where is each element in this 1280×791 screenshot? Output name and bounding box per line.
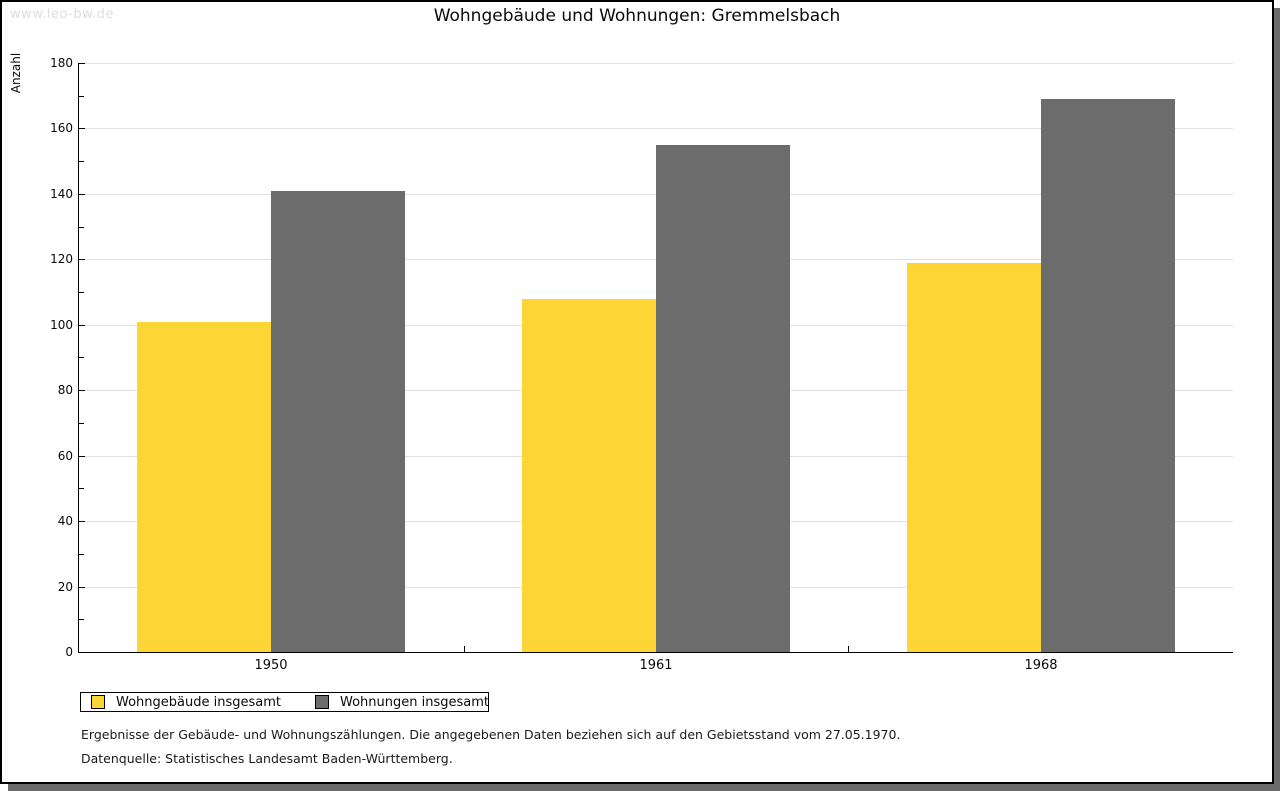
y-major-tick-140 [79,194,85,195]
legend-swatch-wohnungen [315,695,329,709]
y-major-tick-60 [79,456,85,457]
x-axis-label-1950: 1950 [254,658,288,673]
y-major-tick-160 [79,128,85,129]
gridline-180 [79,63,1233,64]
y-axis-label-160: 160 [50,121,73,135]
y-axis-title: Anzahl [9,52,23,94]
legend-label-wohnungen: Wohnungen insgesamt [340,694,489,710]
y-major-tick-100 [79,325,85,326]
panel-shadow-right [1274,8,1280,791]
y-minor-tick-90 [79,357,84,358]
bar-wohnungen-1968 [1041,99,1175,652]
y-axis-label-80: 80 [57,383,73,397]
y-major-tick-80 [79,390,85,391]
y-minor-tick-30 [79,554,84,555]
y-minor-tick-110 [79,292,84,293]
y-axis-label-20: 20 [57,580,73,594]
y-major-tick-20 [79,587,85,588]
legend-label-wohngebaeude: Wohngebäude insgesamt [116,694,281,710]
bar-wohngebaeude-1968 [907,263,1041,652]
gridline-160 [79,128,1233,129]
y-minor-tick-150 [79,161,84,162]
panel-shadow-bottom [8,784,1280,791]
y-axis-label-120: 120 [50,252,73,266]
x-axis-label-1968: 1968 [1024,658,1058,673]
footnote-gebietsstand: Ergebnisse der Gebäude- und Wohnungszähl… [81,727,901,742]
watermark: www.leo-bw.de [10,7,114,22]
bar-wohngebaeude-1950 [137,322,271,652]
y-axis-label-0: 0 [65,645,73,659]
bar-wohngebaeude-1961 [522,299,656,652]
y-minor-tick-70 [79,423,84,424]
plot-area: 0 20 40 60 80 100 120 140 160 180 1950 1961 1968 [50,56,1233,673]
y-major-tick-180 [79,63,85,64]
y-minor-tick-50 [79,488,84,489]
chart-title: Wohngebäude und Wohnungen: Gremmelsbach [433,6,841,26]
x-axis-tick-1 [464,646,465,652]
legend: Wohngebäude insgesamt Wohnungen insgesam… [80,692,489,712]
y-axis-label-180: 180 [50,56,73,70]
y-minor-tick-170 [79,96,84,97]
x-axis-label-1961: 1961 [639,658,673,673]
legend-item-wohngebaeude: Wohngebäude insgesamt [91,695,281,710]
x-axis-tick-2 [848,646,849,652]
y-minor-tick-10 [79,619,84,620]
y-axis-label-60: 60 [57,449,73,463]
legend-item-wohnungen: Wohnungen insgesamt [315,695,489,710]
y-major-tick-120 [79,259,85,260]
y-axis-label-140: 140 [50,187,73,201]
bar-wohnungen-1950 [271,191,405,652]
bar-wohnungen-1961 [656,145,790,652]
y-axis-label-100: 100 [50,318,73,332]
y-axis-label-40: 40 [57,514,73,528]
legend-swatch-wohngebaeude [91,695,105,709]
y-major-tick-40 [79,521,85,522]
y-minor-tick-130 [79,227,84,228]
footnote-datenquelle: Datenquelle: Statistisches Landesamt Bad… [81,751,453,766]
